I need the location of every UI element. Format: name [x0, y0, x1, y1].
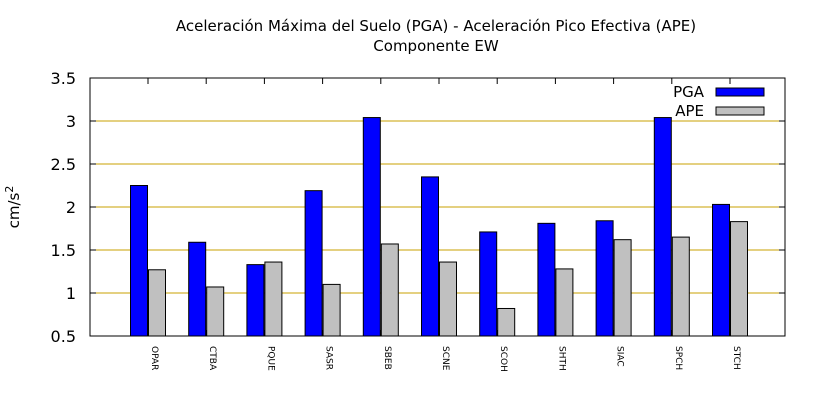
bar-ape-sbeb	[380, 243, 399, 337]
legend-label-pga: PGA	[673, 83, 705, 101]
y-tick-label: 3.5	[51, 69, 76, 88]
y-axis-label: cm/s2	[3, 186, 23, 229]
bar-ape-scoh	[497, 307, 516, 337]
bar-ape-ctba	[206, 286, 225, 337]
x-tick-label-text: SIAC	[615, 346, 625, 367]
y-tick-label: 2	[66, 198, 76, 217]
x-tick-label-text: PQUE	[265, 346, 275, 371]
bar-ape-shth	[555, 268, 574, 337]
bar-ape-opar	[148, 269, 166, 337]
y-axis-label-unit: cm/s	[5, 192, 23, 228]
bars	[130, 117, 748, 337]
legend-label-ape: APE	[675, 102, 704, 120]
bar-ape-spch	[671, 236, 690, 337]
x-tick-label-text: SBEB	[382, 346, 392, 370]
x-tick-label-text: STCH	[731, 346, 741, 370]
x-tick-label: SPCH	[673, 346, 683, 370]
x-tick-label-text: SCNE	[440, 346, 450, 371]
y-tick-label: 2.5	[51, 155, 76, 174]
legend-swatch-pga	[715, 87, 765, 97]
x-tick-label: SBEB	[382, 346, 392, 370]
x-tick-label-text: SCOH	[498, 346, 508, 372]
y-tick-label: 1.5	[51, 241, 76, 260]
bar-pga-stch	[712, 203, 730, 337]
y-tick-label: 0.5	[51, 327, 76, 346]
chart-title-line1: Aceleración Máxima del Suelo (PGA) - Ace…	[176, 17, 696, 35]
bar-pga-sbeb	[362, 117, 381, 337]
x-tick-label: SCNE	[440, 346, 450, 371]
bar-ape-stch	[730, 221, 748, 337]
chart-title-line2: Componente EW	[373, 37, 499, 55]
x-tick-label: PQUE	[265, 346, 275, 371]
legend-swatch-ape	[715, 106, 765, 116]
x-axis-ticks: OPAR CTBA PQUE SASR SBEB SCNE SCOH SHTH SIAC SPCH…	[147, 78, 741, 372]
bar-pga-ctba	[188, 241, 207, 337]
x-tick-label: SCOH	[498, 346, 508, 372]
x-tick-label: OPAR	[149, 346, 159, 370]
bar-pga-spch	[653, 117, 672, 337]
y-tick-label: 1	[66, 284, 76, 303]
bar-ape-pque	[264, 261, 283, 337]
bar-pga-opar	[130, 185, 148, 337]
svg-text:cm/s2: cm/s2	[3, 186, 23, 229]
bar-ape-siac	[613, 239, 632, 337]
y-tick-label: 3	[66, 112, 76, 131]
x-tick-label-text: OPAR	[149, 346, 159, 370]
x-tick-label-text: SHTH	[556, 346, 566, 371]
bar-ape-scne	[439, 261, 457, 337]
x-tick-label: STCH	[731, 346, 741, 370]
bar-pga-sasr	[304, 190, 323, 337]
x-tick-label-text: CTBA	[207, 346, 217, 371]
x-tick-label: SHTH	[556, 346, 566, 371]
bar-pga-pque	[246, 264, 265, 337]
x-tick-label: SIAC	[615, 346, 625, 367]
x-tick-label-text: SPCH	[673, 346, 683, 370]
bar-pga-siac	[595, 220, 614, 337]
x-tick-label-text: SASR	[324, 346, 334, 370]
bar-pga-scne	[421, 176, 439, 337]
bar-pga-scoh	[479, 231, 498, 337]
y-axis-ticks: 0.5 1 1.5 2 2.5 3 3.5	[51, 69, 785, 346]
y-axis-label-exponent: 2	[3, 186, 16, 193]
bar-ape-sasr	[322, 283, 341, 337]
x-tick-label: CTBA	[207, 346, 217, 371]
bar-pga-shth	[537, 222, 556, 337]
x-tick-label: SASR	[324, 346, 334, 370]
